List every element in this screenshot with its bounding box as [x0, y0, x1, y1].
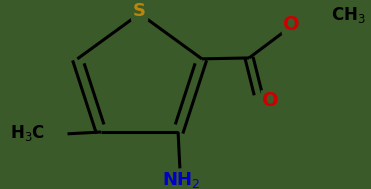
Text: O: O: [283, 15, 299, 34]
Text: H$_3$C: H$_3$C: [10, 123, 45, 143]
Text: O: O: [262, 91, 278, 110]
Text: CH$_3$: CH$_3$: [331, 5, 366, 25]
Text: NH$_2$: NH$_2$: [162, 170, 201, 189]
Text: S: S: [133, 2, 146, 20]
